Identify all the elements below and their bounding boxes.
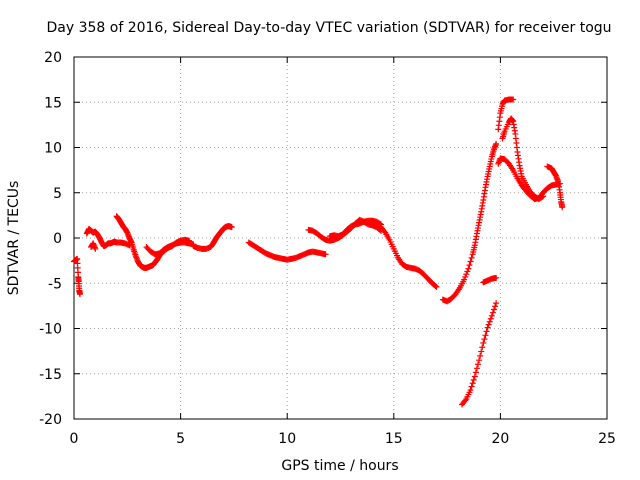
data-point: [466, 262, 473, 269]
data-point: [433, 283, 440, 290]
data-points: [71, 96, 566, 408]
x-axis-label: GPS time / hours: [281, 458, 398, 474]
data-point: [492, 303, 499, 310]
data-point: [381, 228, 388, 235]
data-point: [473, 365, 480, 372]
data-point: [322, 251, 329, 258]
y-tick-label: -10: [39, 322, 62, 338]
data-point: [476, 357, 483, 364]
data-point: [477, 352, 484, 359]
data-point: [479, 344, 486, 351]
data-point: [468, 254, 475, 261]
data-point: [487, 315, 494, 322]
x-tick-label: 25: [598, 431, 616, 447]
y-tick-label: -5: [48, 276, 62, 292]
x-tick-label: 15: [385, 431, 403, 447]
data-point: [488, 312, 495, 319]
data-point: [482, 332, 489, 339]
data-point: [228, 224, 235, 231]
data-point: [486, 318, 493, 325]
data-point: [462, 273, 469, 280]
data-point: [464, 268, 471, 275]
data-point: [461, 276, 468, 283]
data-point: [467, 387, 474, 394]
data-point: [465, 265, 472, 272]
data-point: [92, 245, 99, 252]
y-axis-label: SDTVAR / TECUs: [6, 181, 22, 296]
data-point: [559, 204, 566, 211]
data-point: [470, 376, 477, 383]
data-point: [483, 328, 490, 335]
ticks: 0 5 10 15 20 25 -20 -15 -10 -5 0 5 10 15 20: [39, 50, 616, 447]
data-point: [538, 194, 545, 201]
y-tick-label: 10: [44, 141, 62, 157]
data-point: [540, 193, 547, 200]
data-point: [468, 383, 475, 390]
data-point: [493, 140, 500, 147]
data-point: [493, 274, 500, 281]
x-tick-label: 5: [176, 431, 185, 447]
y-tick-label: 0: [53, 231, 62, 247]
data-point: [493, 300, 500, 307]
data-point: [481, 336, 488, 343]
data-point: [463, 271, 470, 278]
y-tick-label: 15: [44, 95, 62, 111]
y-tick-label: 5: [53, 186, 62, 202]
data-point: [469, 380, 476, 387]
x-tick-label: 0: [70, 431, 79, 447]
data-point: [491, 306, 498, 313]
x-tick-label: 20: [491, 431, 509, 447]
data-point: [485, 321, 492, 328]
data-point: [376, 220, 383, 227]
data-point: [478, 348, 485, 355]
data-point: [462, 397, 469, 404]
y-tick-label: 20: [44, 50, 62, 66]
data-point: [432, 282, 439, 289]
y-tick-label: -20: [39, 412, 62, 428]
data-point: [471, 373, 478, 380]
data-point: [480, 339, 487, 346]
data-point: [489, 309, 496, 316]
data-point: [510, 96, 517, 103]
data-point: [186, 237, 193, 244]
x-tick-label: 10: [278, 431, 296, 447]
data-point: [467, 258, 474, 265]
data-point: [472, 369, 479, 376]
data-point: [76, 291, 83, 298]
data-point: [475, 361, 482, 368]
chart-title: Day 358 of 2016, Sidereal Day-to-day VTE…: [46, 20, 611, 36]
data-point: [484, 324, 491, 331]
y-tick-label: -15: [39, 367, 62, 383]
